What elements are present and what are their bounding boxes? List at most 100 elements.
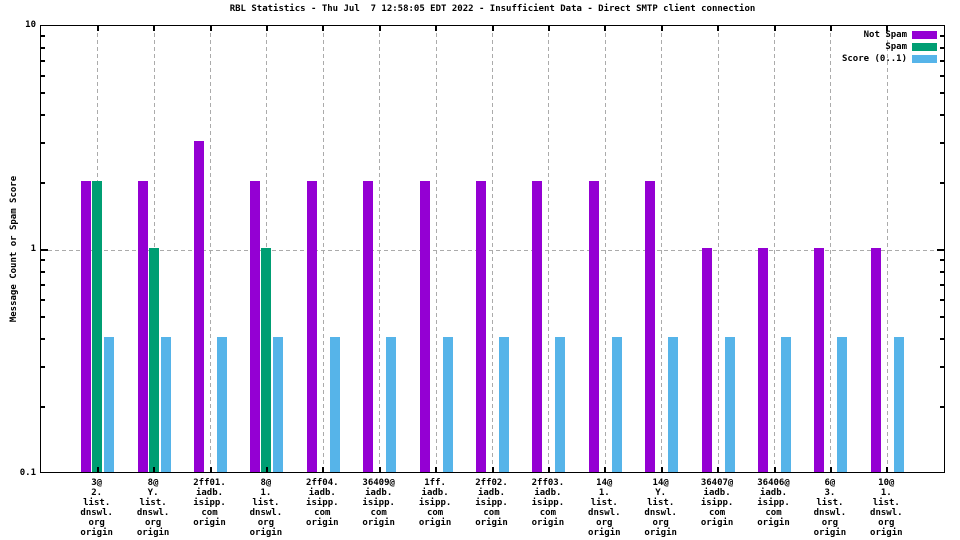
bar-score-0-1 xyxy=(781,337,791,472)
y-tick-minor xyxy=(41,181,45,184)
bar-not-spam xyxy=(588,180,599,472)
bar-not-spam xyxy=(250,180,261,472)
legend: Not Spam Spam Score (0..1) xyxy=(842,29,937,65)
legend-label: Not Spam xyxy=(863,30,907,40)
x-tick-label: 2ff01. iadb. isipp. com origin xyxy=(193,478,226,528)
bar-score-0-1 xyxy=(668,337,679,472)
x-gridline xyxy=(322,26,324,472)
bar-not-spam xyxy=(476,180,486,472)
x-tick-label: 36409@ iadb. isipp. com origin xyxy=(362,478,395,528)
x-tick-top xyxy=(435,26,438,31)
x-tick-label: 2ff04. iadb. isipp. com origin xyxy=(306,478,339,528)
x-tick-top xyxy=(322,26,325,31)
y-tick-minor xyxy=(41,298,45,301)
x-tick-bottom xyxy=(96,467,99,472)
legend-entry-score: Score (0..1) xyxy=(842,53,937,65)
bar-score-0-1 xyxy=(724,337,735,472)
x-tick-bottom xyxy=(153,467,156,472)
y-tick-minor xyxy=(41,92,45,95)
y-tick-minor xyxy=(940,316,944,319)
x-tick-label: 10@ 1. list. dnswl. org origin xyxy=(870,478,903,538)
x-gridline xyxy=(830,26,832,472)
y-tick-minor xyxy=(940,142,944,145)
x-tick-top xyxy=(209,26,212,31)
bar-not-spam xyxy=(870,248,881,472)
x-tick-top xyxy=(717,26,720,31)
legend-label: Score (0..1) xyxy=(841,54,907,64)
x-tick-top xyxy=(153,26,156,31)
x-tick-label: 2ff02. iadb. isipp. com origin xyxy=(475,478,508,528)
x-tick-top xyxy=(773,26,776,31)
bar-not-spam xyxy=(701,248,712,472)
x-tick-label: 36407@ iadb. isipp. com origin xyxy=(700,478,734,528)
x-gridline xyxy=(717,26,719,472)
y-tick-minor xyxy=(940,114,944,117)
bar-score-0-1 xyxy=(104,337,115,472)
y-gridline xyxy=(41,249,944,251)
y-tick-minor xyxy=(41,142,45,145)
x-tick-bottom xyxy=(322,467,325,472)
y-tick-minor xyxy=(940,405,944,408)
legend-entry-notspam: Not Spam xyxy=(842,29,937,41)
x-tick-label: 8@ Y. list. dnswl. org origin xyxy=(136,478,170,538)
x-tick-bottom xyxy=(547,467,550,472)
x-tick-label: 14@ Y. list. dnswl. org origin xyxy=(644,478,677,538)
bar-score-0-1 xyxy=(837,337,848,472)
x-gridline xyxy=(548,26,550,472)
bar-not-spam xyxy=(137,180,148,472)
x-tick-bottom xyxy=(435,467,438,472)
x-tick-label: 2ff03. iadb. isipp. com origin xyxy=(531,478,565,528)
bar-score-0-1 xyxy=(329,337,340,472)
y-tick-minor xyxy=(940,59,944,62)
x-gridline xyxy=(379,26,381,472)
x-tick-label: 36406@ iadb. isipp. com origin xyxy=(757,478,790,528)
y-tick-label-10: 10 xyxy=(25,20,36,30)
x-gridline xyxy=(886,26,888,472)
x-tick-bottom xyxy=(717,467,720,472)
y-tick-minor xyxy=(41,259,45,262)
x-tick-label: 1ff. iadb. isipp. com origin xyxy=(418,478,452,528)
y-tick-minor xyxy=(940,181,944,184)
y-tick-minor xyxy=(41,270,45,273)
legend-swatch xyxy=(912,55,937,63)
y-tick-minor xyxy=(940,366,944,369)
bar-score-0-1 xyxy=(499,337,509,472)
bar-score-0-1 xyxy=(611,337,622,472)
legend-swatch xyxy=(912,43,937,51)
x-tick-top xyxy=(96,26,99,31)
y-tick-minor xyxy=(41,46,45,49)
y-tick-minor xyxy=(41,316,45,319)
y-tick-minor xyxy=(41,35,45,38)
bar-score-0-1 xyxy=(386,337,397,472)
legend-label: Spam xyxy=(885,42,907,52)
x-tick-top xyxy=(886,26,889,31)
x-tick-top xyxy=(265,26,268,31)
bar-score-0-1 xyxy=(160,337,171,472)
x-tick-bottom xyxy=(604,467,607,472)
x-tick-top xyxy=(491,26,494,31)
x-tick-top xyxy=(378,26,381,31)
x-tick-bottom xyxy=(491,467,494,472)
y-tick-minor xyxy=(940,298,944,301)
x-tick-top xyxy=(829,26,832,31)
plot-area: Not Spam Spam Score (0..1) xyxy=(40,25,945,473)
y-tick-minor xyxy=(940,338,944,341)
bar-not-spam xyxy=(194,141,204,472)
y-tick-label-0-1: 0.1 xyxy=(19,468,36,478)
y-tick-minor xyxy=(940,259,944,262)
bar-score-0-1 xyxy=(442,337,453,472)
bar-score-0-1 xyxy=(555,337,566,472)
x-tick-bottom xyxy=(209,467,212,472)
y-tick-minor xyxy=(940,283,944,286)
y-tick-minor xyxy=(41,114,45,117)
bar-not-spam xyxy=(814,248,825,472)
y-tick-minor xyxy=(940,92,944,95)
y-tick-minor xyxy=(41,338,45,341)
x-tick-label: 14@ 1. list. dnswl. org origin xyxy=(588,478,621,538)
y-tick-minor xyxy=(41,74,45,77)
x-tick-bottom xyxy=(660,467,663,472)
bar-not-spam xyxy=(81,180,92,472)
x-gridline xyxy=(435,26,437,472)
x-gridline xyxy=(210,26,211,472)
